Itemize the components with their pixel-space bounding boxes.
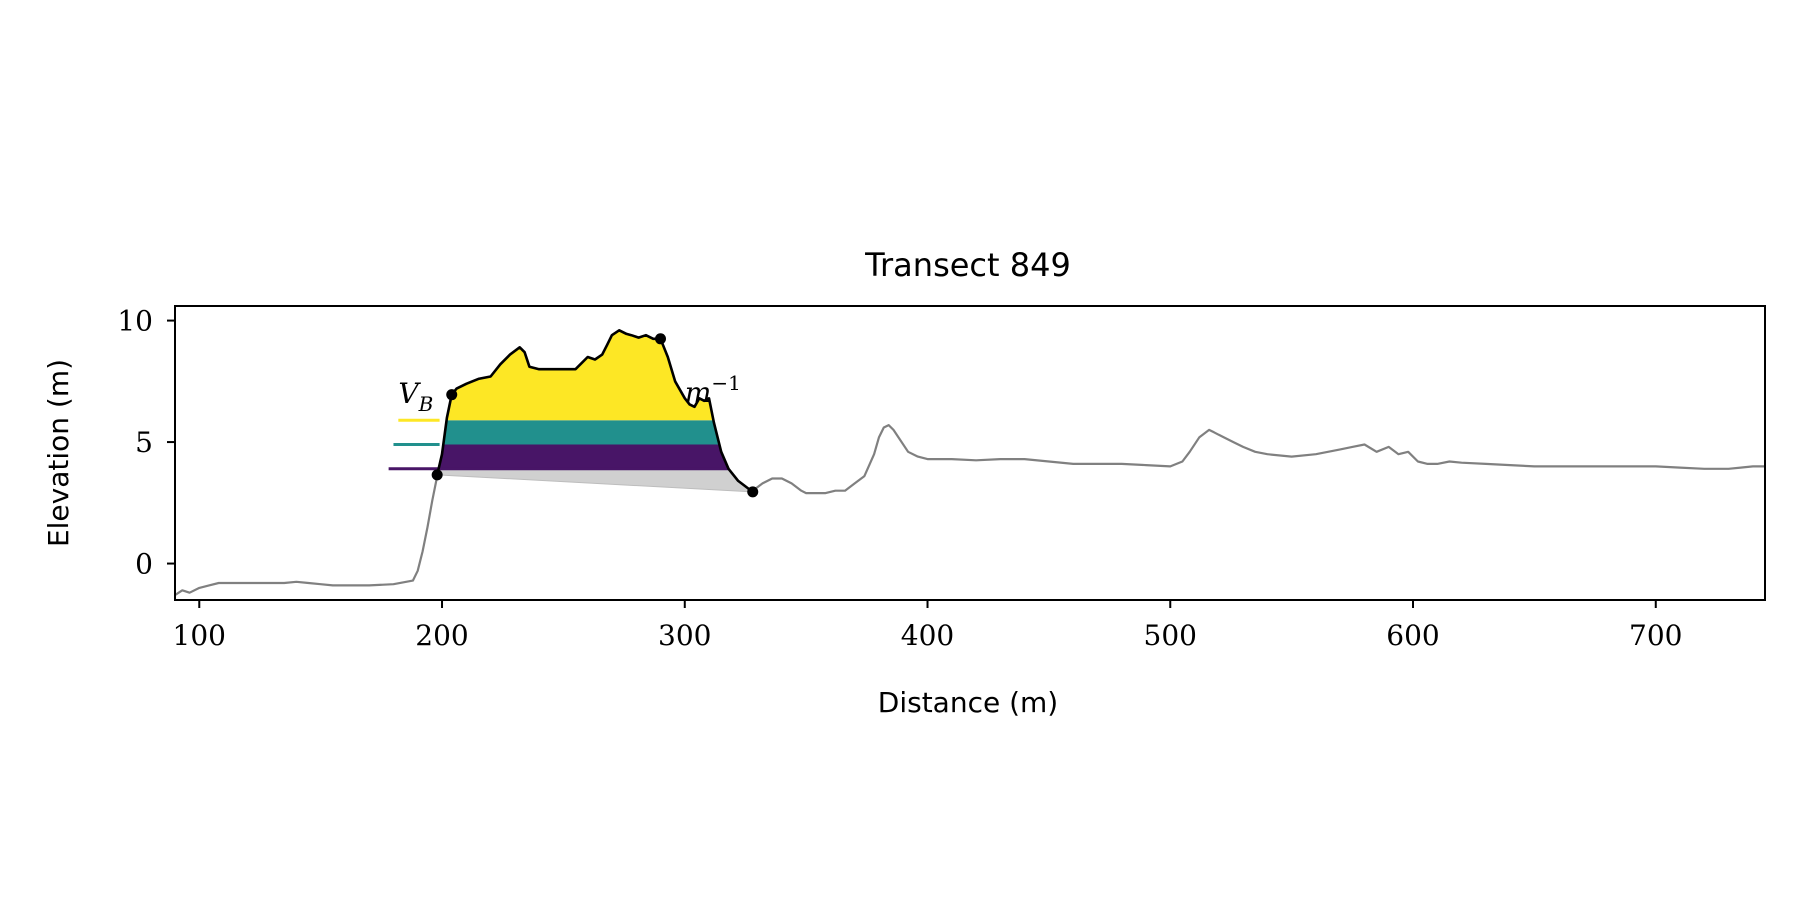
y-tick-label-10: 10 bbox=[117, 305, 153, 338]
profile-line-2 bbox=[752, 424, 1765, 495]
x-tick-label-100: 100 bbox=[173, 619, 226, 652]
annotation-2-text: m bbox=[685, 376, 712, 409]
x-axis-label: Distance (m) bbox=[878, 686, 1058, 719]
annotation-1-subscript: B bbox=[418, 392, 434, 416]
dune-band-1 bbox=[439, 444, 728, 469]
x-tick-label-600: 600 bbox=[1386, 619, 1439, 652]
key-point-2 bbox=[446, 389, 458, 401]
dune-base-fill bbox=[437, 468, 753, 492]
x-tick-label-500: 500 bbox=[1144, 619, 1197, 652]
dune-band-2 bbox=[443, 420, 719, 445]
dune-outline bbox=[435, 329, 754, 493]
x-tick-label-200: 200 bbox=[415, 619, 468, 652]
y-tick-label-0: 0 bbox=[135, 548, 153, 581]
y-axis-label: Elevation (m) bbox=[42, 359, 75, 547]
annotation-2-superscript: −1 bbox=[711, 371, 740, 395]
annotation-2: m−1 bbox=[685, 371, 741, 409]
y-tick-label-5: 5 bbox=[135, 426, 153, 459]
x-tick-label-400: 400 bbox=[901, 619, 954, 652]
x-tick-label-300: 300 bbox=[658, 619, 711, 652]
chart-title: Transect 849 bbox=[864, 246, 1071, 284]
dune-base-line bbox=[437, 474, 753, 493]
key-point-4 bbox=[747, 486, 759, 498]
x-tick-label-700: 700 bbox=[1629, 619, 1682, 652]
profile-line-1 bbox=[175, 475, 439, 597]
plot-frame bbox=[174, 305, 1766, 601]
key-point-3 bbox=[654, 333, 666, 345]
annotation-1-text: V bbox=[398, 377, 421, 410]
annotation-1: VB bbox=[398, 377, 433, 416]
key-point-1 bbox=[431, 469, 443, 481]
plot-content bbox=[175, 329, 1765, 597]
